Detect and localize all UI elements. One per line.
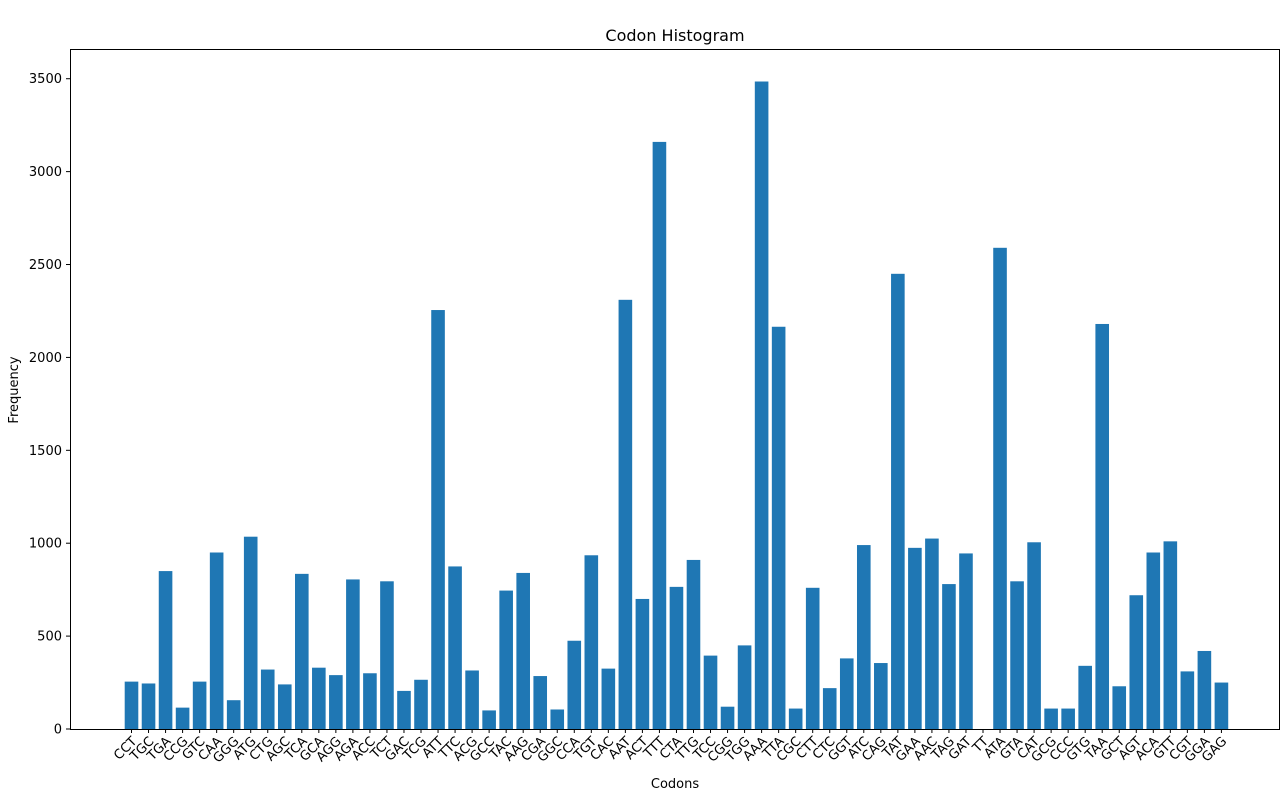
bar-gag <box>1214 682 1229 729</box>
bar-ttt <box>652 141 667 729</box>
bar-cct <box>124 681 139 729</box>
bar-acg <box>465 670 479 729</box>
bar-gca <box>312 667 326 729</box>
bar-tgt <box>584 555 599 729</box>
bar-tac <box>499 590 513 729</box>
bar-cga <box>533 676 548 729</box>
bar-aga <box>346 579 360 729</box>
bar-tcg <box>414 679 428 729</box>
bar-gct <box>1112 686 1127 729</box>
bar-gta <box>1010 581 1024 729</box>
bar-tta <box>771 326 786 729</box>
bar-cgt <box>1180 671 1195 729</box>
bar-ctt <box>805 587 820 729</box>
bar-ccg <box>175 707 190 729</box>
bar-taa <box>1095 323 1110 729</box>
bar-cgg <box>720 706 735 729</box>
bar-ttc <box>448 566 462 729</box>
bar-cat <box>1027 542 1041 729</box>
y-tick-label: 3000 <box>29 165 62 180</box>
bar-aca <box>1146 552 1161 729</box>
bar-cta <box>669 586 684 729</box>
bar-gat <box>959 553 973 729</box>
bar-ggc <box>550 709 565 729</box>
bar-gtt <box>1163 541 1178 729</box>
bar-tgg <box>737 645 752 729</box>
bar-ata <box>993 247 1007 730</box>
bar-cac <box>601 668 616 729</box>
bar-acc <box>363 673 377 729</box>
bar-tat <box>891 273 905 729</box>
bar-tgc <box>141 683 156 729</box>
bar-cgc <box>788 708 803 729</box>
y-tick-label: 2000 <box>29 351 62 366</box>
bar-gcg <box>1044 708 1058 729</box>
bar-tga <box>158 571 173 729</box>
bar-ctg <box>260 669 275 729</box>
x-axis-title: Codons <box>651 777 699 792</box>
bar-atg <box>243 536 258 729</box>
y-tick-label: 500 <box>37 630 62 645</box>
bar-gaa <box>908 547 922 729</box>
chart-title: Codon Histogram <box>605 26 744 45</box>
bar-aat <box>618 299 633 729</box>
bar-cag <box>874 663 888 729</box>
bar-aaa <box>754 81 769 729</box>
bar-gac <box>397 690 411 729</box>
bar-tca <box>295 573 309 729</box>
bar-cca <box>567 640 582 729</box>
bar-agc <box>277 684 292 729</box>
bar-gga <box>1197 650 1212 729</box>
y-tick-label: 2500 <box>29 258 62 273</box>
bar-aac <box>925 538 939 729</box>
y-tick-label: 1000 <box>29 537 62 552</box>
y-axis-ticks: 0 500 1000 1500 2000 2500 3000 3500 <box>29 72 70 738</box>
bar-ggt <box>839 658 854 729</box>
x-axis-ticks: CCTTGCTGACCGGTCCAAGGGATGCTGAGCTCAGCAAGGA… <box>111 729 1230 766</box>
bar-ggg <box>226 700 241 729</box>
bar-atc <box>856 545 871 729</box>
bar-tag <box>942 584 956 729</box>
y-tick-label: 0 <box>54 723 62 738</box>
bar-agg <box>329 675 343 729</box>
bar-gcc <box>482 710 496 729</box>
bar-ttg <box>686 559 701 729</box>
bar-att <box>431 310 445 729</box>
bar-tct <box>380 581 394 729</box>
y-tick-label: 1500 <box>29 444 62 459</box>
bar-tcc <box>703 655 718 729</box>
bar-aag <box>516 572 530 729</box>
y-axis-title: Frequency <box>7 356 22 423</box>
bar-caa <box>209 552 224 729</box>
bars-group <box>124 81 1229 730</box>
bar-gtc <box>192 681 207 729</box>
bar-agt <box>1129 595 1144 729</box>
bar-ccc <box>1061 708 1075 729</box>
bar-gtg <box>1078 665 1092 729</box>
bar-ctc <box>822 688 837 729</box>
y-tick-label: 3500 <box>29 72 62 87</box>
bar-act <box>635 598 650 729</box>
